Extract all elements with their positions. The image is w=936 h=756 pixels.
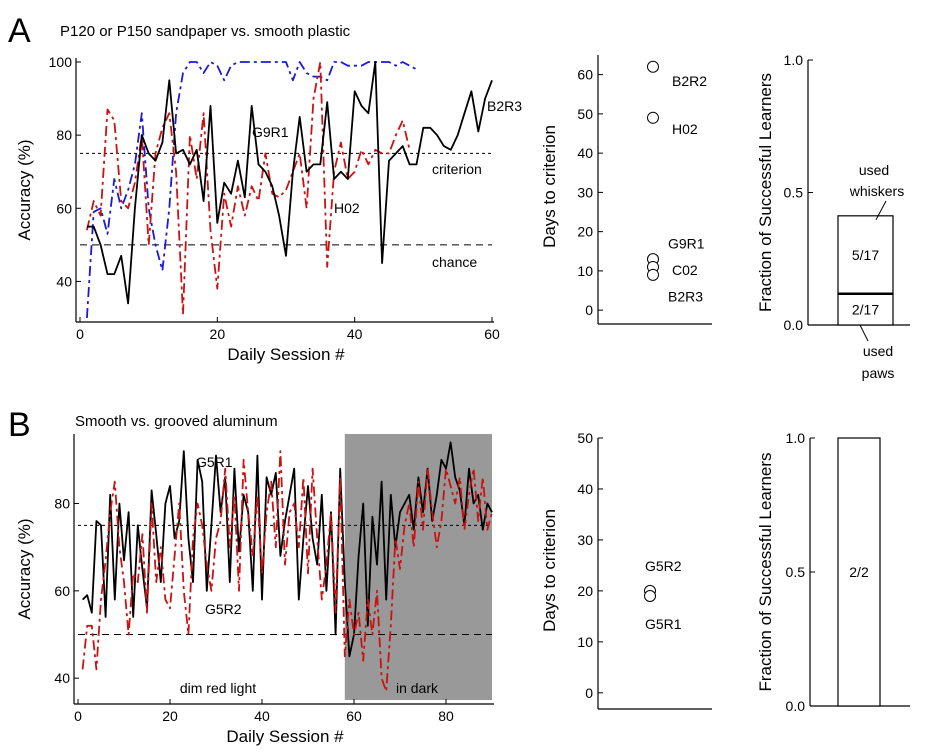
x-tick-label: 40	[347, 326, 363, 342]
y-tick-label: 1.0	[784, 52, 804, 68]
series-label-g5r1: G5R1	[196, 454, 233, 470]
chart-b-days-to-criterion: 0 10 20 30 40 50 Days to criterion G5R2 G5R1	[540, 430, 712, 710]
panel-b-label: B	[8, 406, 31, 444]
bar-segment	[837, 437, 881, 707]
y-tick-label: 10	[577, 263, 593, 279]
point-label-b2r2: B2R2	[672, 73, 707, 89]
point-label-g5r1: G5R1	[645, 616, 682, 632]
panel-b-title: Smooth vs. grooved aluminum	[75, 413, 278, 430]
y-axis-label: Fraction of Successful Learners	[756, 452, 775, 691]
panel-a-label: A	[8, 12, 31, 50]
bar-segment	[837, 215, 894, 295]
y-tick-label: 0	[585, 302, 593, 318]
y-tick-label: 40	[56, 273, 72, 289]
x-tick-label: 60	[484, 326, 500, 342]
y-tick-label: 100	[49, 54, 73, 70]
y-tick-label: 0.0	[784, 317, 804, 333]
y-tick-label: 40	[577, 481, 593, 497]
chart-b-accuracy: 0 20 40 60 80 40 60 80 Daily Session # Accuracy (…	[15, 434, 494, 746]
in-dark-label: in dark	[396, 680, 439, 696]
series-line-g9r1	[86, 61, 417, 319]
panel-a-title: P120 or P150 sandpaper vs. smooth plasti…	[60, 23, 351, 40]
y-axis-label: Accuracy (%)	[15, 139, 34, 240]
whiskers-note-line1: used	[859, 162, 889, 178]
whiskers-note-line2: whiskers	[849, 183, 904, 199]
point-label-g9r1: G9R1	[668, 235, 705, 251]
chart-a-accuracy: 0 20 40 60 40 60 80 100 Daily Session # Accuracy …	[15, 54, 522, 364]
y-tick-label: 0.5	[786, 564, 806, 580]
y-tick-label: 60	[56, 200, 72, 216]
y-tick-label: 0	[585, 685, 593, 701]
y-tick-label: 50	[577, 430, 593, 446]
y-tick-label: 0.5	[784, 185, 804, 201]
y-tick-label: 40	[54, 670, 70, 686]
y-axis-label: Fraction of Successful Learners	[756, 73, 775, 312]
x-axis-label: Daily Session #	[226, 727, 344, 746]
chart-a-days-to-criterion: 0 10 20 30 40 50 60 Days to criterion B2R2 H02 G9R…	[540, 55, 712, 325]
x-tick-label: 60	[346, 708, 362, 724]
bar-segment-label: 2/17	[852, 301, 879, 317]
series-line-b2r3	[86, 61, 493, 305]
y-tick-label: 20	[577, 224, 593, 240]
dim-red-light-label: dim red light	[180, 680, 256, 696]
y-axis-label: Days to criterion	[540, 509, 559, 632]
y-tick-label: 60	[577, 67, 593, 83]
y-tick-label: 10	[577, 634, 593, 650]
y-tick-label: 50	[577, 106, 593, 122]
series-label-h02: H02	[334, 200, 360, 216]
y-tick-label: 40	[577, 145, 593, 161]
x-tick-label: 40	[254, 708, 270, 724]
bar-segment-label: 2/2	[849, 564, 869, 580]
series-line-g5r2	[81, 450, 493, 693]
bar-segment-label: 5/17	[852, 247, 879, 263]
bar-segment	[837, 293, 894, 326]
y-tick-label: 80	[54, 496, 70, 512]
y-tick-label: 80	[56, 127, 72, 143]
y-tick-label: 30	[577, 532, 593, 548]
x-tick-label: 20	[162, 708, 178, 724]
paws-note-line1: used	[863, 343, 893, 359]
point-h02	[647, 111, 659, 124]
paws-note-line2: paws	[862, 365, 895, 381]
y-axis-label: Accuracy (%)	[15, 518, 34, 619]
point-b2r2	[647, 60, 659, 73]
chart-b-fraction-learners: 0.0 0.5 1.0 Fraction of Successful Learners…	[756, 430, 910, 714]
x-tick-label: 0	[76, 326, 84, 342]
y-tick-label: 30	[577, 184, 593, 200]
series-line-h02	[86, 61, 411, 316]
y-tick-label: 0.0	[786, 698, 806, 714]
point-g5r1	[644, 589, 656, 602]
point-label-h02: H02	[672, 121, 698, 137]
series-label-g5r2: G5R2	[205, 601, 242, 617]
series-label-g9r1: G9R1	[252, 124, 289, 140]
x-tick-label: 0	[74, 708, 82, 724]
point-label-c02: C02	[672, 262, 698, 278]
y-tick-label: 60	[54, 583, 70, 599]
point-b2r3	[647, 268, 659, 281]
point-label-b2r3: B2R3	[668, 288, 703, 304]
criterion-label: criterion	[432, 161, 482, 177]
x-tick-label: 80	[438, 708, 454, 724]
y-axis-label: Days to criterion	[540, 125, 559, 248]
y-tick-label: 1.0	[786, 430, 806, 446]
whiskers-pointer	[875, 200, 887, 221]
series-label-b2r3: B2R3	[487, 98, 522, 114]
y-tick-label: 20	[577, 583, 593, 599]
chart-a-fraction-learners: 0.0 0.5 1.0 Fraction of Successful Learners…	[756, 52, 910, 381]
paws-pointer	[859, 324, 869, 342]
point-label-g5r2: G5R2	[645, 558, 682, 574]
chance-label: chance	[432, 254, 477, 270]
x-axis-label: Daily Session #	[227, 345, 345, 364]
x-tick-label: 20	[210, 326, 226, 342]
